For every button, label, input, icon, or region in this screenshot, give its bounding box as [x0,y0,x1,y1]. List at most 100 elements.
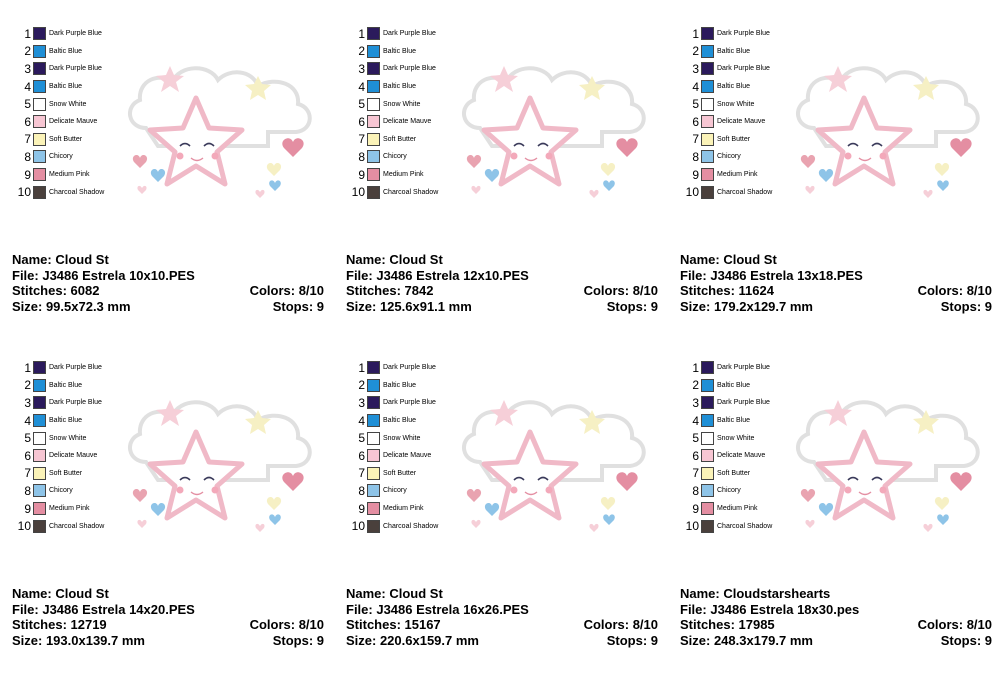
color-number: 8 [358,483,365,498]
color-row: 6 Delicate Mauve [680,447,790,465]
color-number: 2 [24,44,31,59]
color-row: 2 Baltic Blue [346,377,456,395]
color-row: 10 Charcoal Shadow [12,183,122,201]
color-name: Baltic Blue [717,381,751,389]
design-card-6: 1 Dark Purple Blue 2 Baltic Blue 3 Dark Purpl… [674,334,1000,664]
color-swatch [33,185,46,199]
color-row: 9 Medium Pink [680,166,790,184]
color-row: 10 Charcoal Shadow [12,517,122,535]
color-row: 6 Delicate Mauve [346,447,456,465]
color-number: 8 [692,149,699,164]
color-number: 6 [358,448,365,463]
color-name: Delicate Mauve [49,452,98,460]
color-row: 1 Dark Purple Blue [12,359,122,377]
color-number: 7 [24,466,31,481]
design-size: Size: 179.2x129.7 mm [680,298,813,314]
design-colors: Colors: 8/10 [249,617,324,632]
color-number: 6 [358,114,365,129]
design-colors: Colors: 8/10 [917,283,992,298]
color-row: 3 Dark Purple Blue [12,394,122,412]
color-name: Charcoal Shadow [717,188,773,196]
color-swatch [33,466,46,480]
color-row: 1 Dark Purple Blue [346,359,456,377]
color-name: Chicory [717,487,741,495]
color-number: 6 [692,114,699,129]
color-swatch [33,115,46,129]
color-swatch [701,44,714,58]
color-name: Charcoal Shadow [383,522,439,530]
color-name: Dark Purple Blue [383,65,436,73]
color-swatch [701,80,714,94]
color-number: 8 [692,483,699,498]
color-swatch [701,361,714,375]
cloud-star-embroidery-image [462,66,646,198]
color-name: Baltic Blue [717,83,751,91]
color-row: 9 Medium Pink [680,500,790,518]
design-card-2: 1 Dark Purple Blue 2 Baltic Blue 3 Dark Purpl… [340,0,670,330]
color-swatch [701,484,714,498]
color-row: 10 Charcoal Shadow [346,517,456,535]
color-name: Dark Purple Blue [383,364,436,372]
color-row: 9 Medium Pink [12,166,122,184]
color-number: 9 [358,501,365,516]
color-list: 1 Dark Purple Blue 2 Baltic Blue 3 Dark Purpl… [680,25,790,201]
color-number: 9 [692,167,699,182]
design-name: Name: Cloudstarshearts [680,586,831,601]
design-file: File: J3486 Estrela 10x10.PES [12,267,195,283]
color-name: Dark Purple Blue [717,399,770,407]
color-row: 4 Baltic Blue [346,78,456,96]
cloud-star-embroidery-image [462,400,646,532]
color-swatch [33,449,46,463]
design-info: Name: Cloud St File: J3486 Estrela 16x26… [346,586,658,648]
color-swatch [33,361,46,375]
color-swatch [33,484,46,498]
color-row: 7 Soft Butter [680,131,790,149]
color-row: 1 Dark Purple Blue [680,359,790,377]
color-name: Snow White [383,434,421,442]
color-name: Baltic Blue [49,83,83,91]
color-number: 10 [685,519,699,534]
color-swatch [33,502,46,516]
color-name: Charcoal Shadow [49,188,105,196]
color-swatch [701,185,714,199]
cloud-star-embroidery-image [796,400,980,532]
color-row: 8 Chicory [680,482,790,500]
design-name: Name: Cloud St [680,252,777,267]
color-name: Dark Purple Blue [49,30,102,38]
design-size: Size: 220.6x159.7 mm [346,632,479,648]
color-row: 4 Baltic Blue [680,78,790,96]
color-number: 3 [692,61,699,76]
color-name: Baltic Blue [49,381,83,389]
color-row: 5 Snow White [346,429,456,447]
color-swatch [367,44,380,58]
color-row: 7 Soft Butter [680,465,790,483]
color-list: 1 Dark Purple Blue 2 Baltic Blue 3 Dark Purpl… [12,359,122,535]
color-name: Dark Purple Blue [383,30,436,38]
color-name: Baltic Blue [49,47,83,55]
color-number: 8 [24,149,31,164]
color-swatch [33,168,46,182]
design-file: File: J3486 Estrela 12x10.PES [346,267,529,283]
color-number: 4 [24,79,31,94]
design-stops: Stops: 9 [272,298,324,314]
design-stitches: Stitches: 6082 [12,283,100,298]
color-row: 8 Chicory [680,148,790,166]
color-number: 10 [17,519,31,534]
color-swatch [33,519,46,533]
color-name: Medium Pink [383,171,424,179]
color-name: Soft Butter [383,135,417,143]
color-row: 3 Dark Purple Blue [12,60,122,78]
color-swatch [367,378,380,392]
color-number: 2 [358,378,365,393]
color-swatch [701,431,714,445]
color-number: 5 [24,97,31,112]
design-stops: Stops: 9 [606,298,658,314]
color-row: 9 Medium Pink [12,500,122,518]
color-swatch [701,519,714,533]
color-row: 8 Chicory [12,148,122,166]
color-swatch [367,80,380,94]
color-number: 3 [24,395,31,410]
color-number: 10 [685,185,699,200]
color-row: 6 Delicate Mauve [680,113,790,131]
design-stops: Stops: 9 [272,632,324,648]
